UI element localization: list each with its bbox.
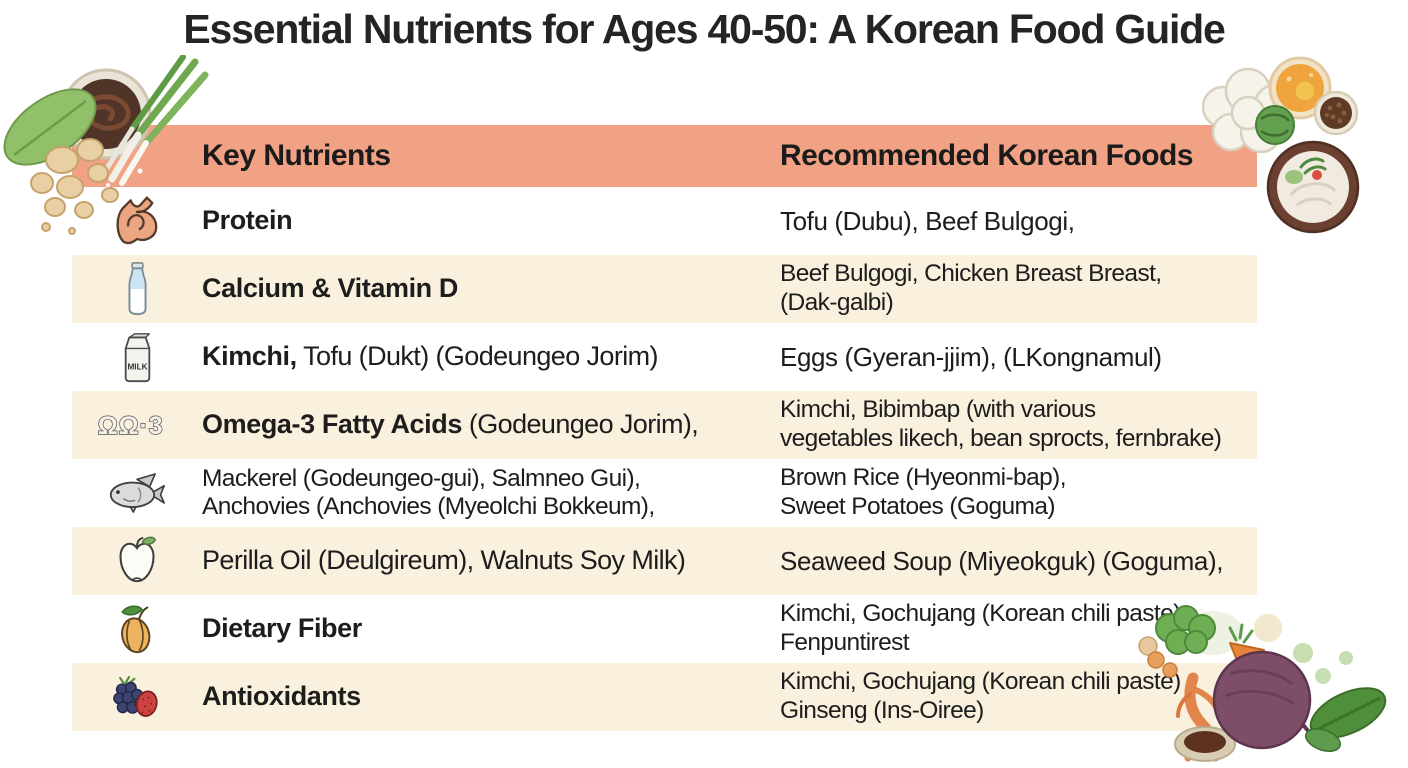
nutrient-name: Protein — [202, 205, 293, 236]
table-row: Protein Tofu (Dubu), Beef Bulgogi, — [72, 187, 1257, 255]
nutrient-name: Dietary Fiber — [202, 613, 362, 644]
paste-bowl-illustration — [1174, 726, 1236, 762]
fish-icon — [109, 473, 166, 513]
nutrient-name: Antioxidants — [202, 681, 361, 712]
nutrient-icon-cell — [72, 603, 202, 655]
scattered-peas — [1293, 643, 1353, 684]
rice-bowl-illustration — [1266, 140, 1360, 234]
table-row: Dietary Fiber Kimchi, Gochujang (Korean c… — [72, 595, 1257, 663]
table-body: Protein Tofu (Dubu), Beef Bulgogi, Calciu… — [72, 187, 1257, 731]
nutrient-name: Omega-3 Fatty Acids (Godeungeo Jorim), — [202, 409, 699, 440]
milk-carton-icon: MILK — [124, 332, 150, 382]
recommended-foods: Brown Rice (Hyeonmi-bap), Sweet Potatoes … — [780, 464, 1067, 520]
milk-carton-label: MILK — [127, 362, 147, 371]
nutrient-icon-cell: ΩΩ·3 — [72, 407, 202, 443]
berries-icon — [113, 675, 158, 717]
table-header: Key Nutrients Recommended Korean Foods — [72, 125, 1257, 187]
column-header-recommended-foods: Recommended Korean Foods — [780, 139, 1194, 172]
recommended-foods: Tofu (Dubu), Beef Bulgogi, — [780, 205, 1075, 236]
nutrient-name: Mackerel (Godeungeo-gui), Salmneo Gui), A… — [202, 464, 655, 520]
nutrient-icon-cell: MILK — [72, 332, 202, 383]
page-title: Essential Nutrients for Ages 40-50: A Ko… — [183, 6, 1225, 52]
table-row: Perilla Oil (Deulgireum), Walnuts Soy Mi… — [72, 527, 1257, 595]
fiber-pod-icon — [120, 605, 150, 654]
milk-bottle-icon — [128, 262, 146, 316]
nutrient-icon-cell — [72, 472, 202, 514]
egg-bowl-illustration — [1268, 56, 1332, 120]
recommended-foods: Kimchi, Bibimbap (with various vegetables… — [780, 396, 1222, 452]
nutrient-icon-cell — [72, 536, 202, 586]
nutrient-name: Perilla Oil (Deulgireum), Walnuts Soy Mi… — [202, 545, 686, 576]
recommended-foods: Eggs (Gyeran-jjim), (LKongnamul) — [780, 341, 1162, 372]
recommended-foods: Beef Bulgogi, Chicken Breast Breast, (Dak… — [780, 260, 1162, 316]
recommended-foods: Seaweed Soup (Miyeokguk) (Goguma), — [780, 545, 1224, 576]
omega3-glyph: ΩΩ·3 — [98, 412, 164, 440]
recommended-foods: Kimchi, Gochujang (Korean chili paste) Fe… — [780, 600, 1181, 656]
table-row: Antioxidants Kimchi, Gochujang (Korean ch… — [72, 663, 1257, 731]
nutrients-table: Key Nutrients Recommended Korean Foods P… — [72, 125, 1257, 731]
leaf-illustration — [1304, 687, 1387, 752]
nutrient-icon-cell — [72, 675, 202, 720]
nutrient-name: Calcium & Vitamin D — [202, 273, 458, 304]
nutrient-icon-cell — [72, 194, 202, 248]
omega3-icon: ΩΩ·3 — [97, 411, 164, 440]
table-row: Calcium & Vitamin D Beef Bulgogi, Chicken… — [72, 255, 1257, 323]
nutrient-name: Kimchi, Tofu (Dukt) (Godeungeo Jorim) — [202, 341, 659, 372]
table-row: ΩΩ·3 Omega-3 Fatty Acids (Godeungeo Jori… — [72, 391, 1257, 459]
nutrient-icon-cell — [72, 262, 202, 316]
bean-bowl-illustration — [1313, 90, 1359, 136]
cucumber-illustration — [1255, 105, 1295, 145]
table-row: Mackerel (Godeungeo-gui), Salmneo Gui), A… — [72, 459, 1257, 527]
column-header-key-nutrients: Key Nutrients — [202, 139, 391, 172]
bicep-icon — [116, 196, 158, 245]
table-row: MILK Kimchi, Tofu (Dukt) (Godeungeo Jori… — [72, 323, 1257, 391]
apple-icon — [119, 536, 157, 583]
recommended-foods: Kimchi, Gochujang (Korean chili paste) Gi… — [780, 668, 1181, 724]
